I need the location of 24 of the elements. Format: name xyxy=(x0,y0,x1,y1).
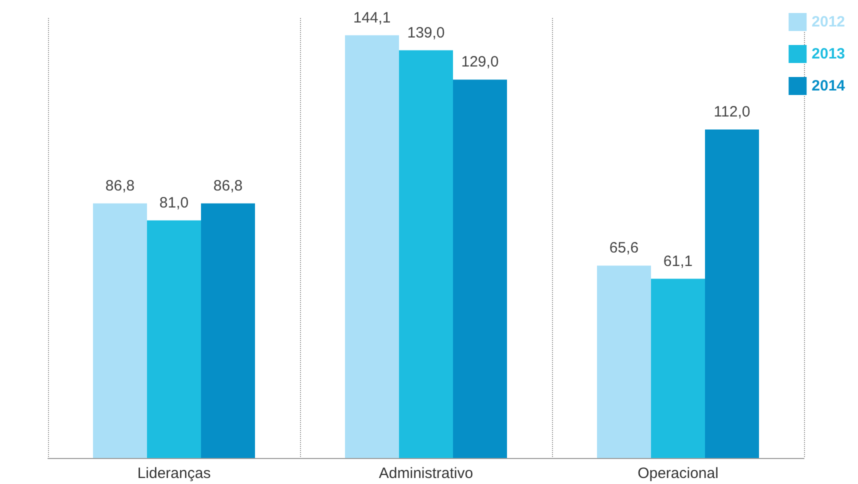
bar xyxy=(93,203,147,458)
data-label: 61,1 xyxy=(663,252,693,270)
legend-label: 2014 xyxy=(812,78,846,94)
data-label: 129,0 xyxy=(461,54,499,71)
data-label: 112,0 xyxy=(714,103,750,120)
bar xyxy=(705,129,759,458)
bar xyxy=(597,266,651,458)
x-tick-label: Administrativo xyxy=(378,465,474,482)
data-label: 81,0 xyxy=(159,194,189,212)
bar xyxy=(651,278,705,458)
bar xyxy=(147,220,201,458)
data-label: 86,8 xyxy=(213,177,243,194)
bar xyxy=(399,50,453,458)
x-tick-label: Lideranças xyxy=(137,465,211,482)
bar xyxy=(345,35,399,458)
data-label: 86,8 xyxy=(105,177,135,194)
bar xyxy=(201,203,255,458)
bar xyxy=(453,80,507,458)
data-label: 65,6 xyxy=(609,240,639,257)
data-label: 139,0 xyxy=(407,24,445,42)
legend-label: 2013 xyxy=(812,46,846,62)
x-tick-label: Operacional xyxy=(638,465,718,482)
legend-label: 2012 xyxy=(812,14,846,30)
data-label: 144,1 xyxy=(353,9,391,26)
